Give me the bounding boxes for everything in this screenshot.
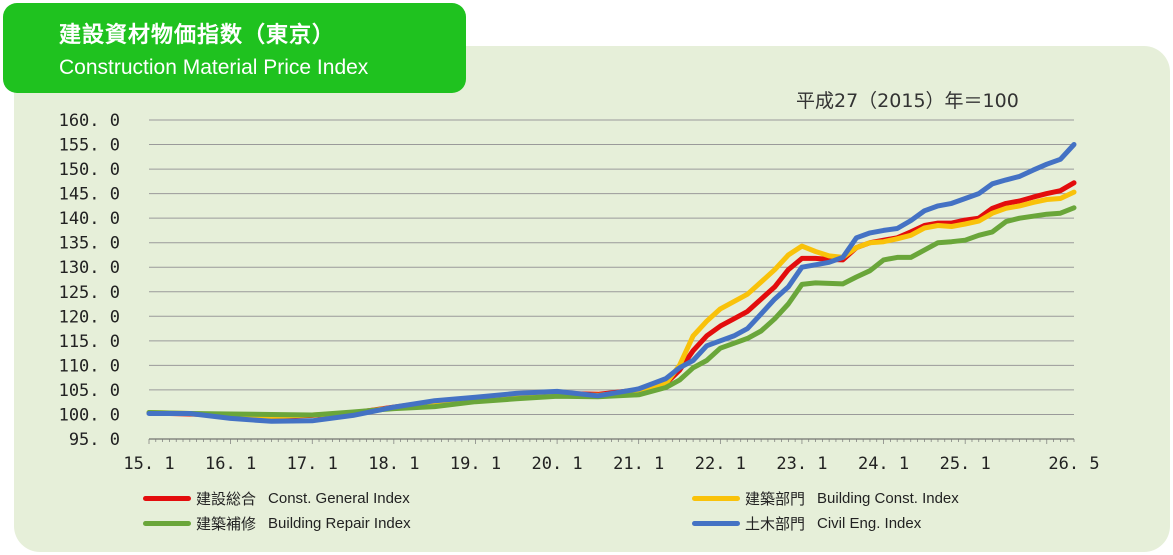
legend-label-jp: 土木部門 [745,515,806,533]
x-tick-label: 16. 1 [205,454,256,474]
legend-label-en: Const. General Index [268,490,410,507]
x-tick-label: 15. 1 [123,454,174,474]
y-tick-label: 115. 0 [59,332,120,352]
y-tick-label: 150. 0 [59,160,120,180]
y-tick-label: 105. 0 [59,381,120,401]
legend-item-repair: 建築補修 Building Repair Index [143,513,411,534]
legend-label-en: Civil Eng. Index [817,515,922,532]
legend-swatch-building [692,496,740,501]
legend-label-en: Building Repair Index [268,515,411,532]
y-tick-label: 100. 0 [59,405,120,425]
title-jp: 建設資材物価指数（東京） [59,23,336,48]
title-en: Construction Material Price Index [59,56,369,79]
legend-label-jp: 建設総合 [196,490,257,508]
legend-item-general: 建設総合 Const. General Index [143,488,410,509]
x-tick-label: 22. 1 [695,454,746,474]
y-tick-label: 130. 0 [59,258,120,278]
legend-label-jp: 建築補修 [196,515,257,533]
y-tick-label: 140. 0 [59,209,120,229]
y-tick-label: 120. 0 [59,307,120,327]
x-tick-label: 20. 1 [531,454,582,474]
legend-swatch-repair [143,521,191,526]
x-tick-label: 24. 1 [858,454,909,474]
y-tick-label: 160. 0 [59,111,120,131]
legend-item-building: 建築部門 Building Const. Index [692,488,959,509]
y-tick-label: 135. 0 [59,234,120,254]
legend-label-jp: 建築部門 [745,490,806,508]
y-tick-label: 145. 0 [59,185,120,205]
legend-swatch-general [143,496,191,501]
series-line-1 [146,189,1077,419]
chart-panel [14,46,1170,552]
x-tick-label: 25. 1 [940,454,991,474]
y-tick-label: 110. 0 [59,356,120,376]
base-year-note: 平成27（2015）年＝100 [796,90,1019,112]
series-line-2 [146,205,1077,418]
x-tick-label: 23. 1 [776,454,827,474]
legend-swatch-civil [692,521,740,526]
legend-item-civil: 土木部門 Civil Eng. Index [692,513,921,534]
x-tick-label: 19. 1 [450,454,501,474]
y-axis: 160. 0 155. 0 150. 0 145. 0 140. 0 135. 0 130.… [59,111,120,450]
series-line-3 [146,142,1077,424]
y-tick-label: 95. 0 [69,430,120,450]
x-tick-label: 18. 1 [368,454,419,474]
x-tick-label: 26. 5 [1048,454,1099,474]
x-tick-label: 21. 1 [613,454,664,474]
x-axis: 15. 1 16. 1 17. 1 18. 1 19. 1 20. 1 21. 1 22. 1… [123,439,1100,474]
legend-label-en: Building Const. Index [817,490,959,507]
series-lines [146,142,1077,424]
y-tick-label: 125. 0 [59,283,120,303]
title-banner: 建設資材物価指数（東京） Construction Material Price… [3,3,466,93]
x-tick-label: 17. 1 [287,454,338,474]
y-tick-label: 155. 0 [59,136,120,156]
